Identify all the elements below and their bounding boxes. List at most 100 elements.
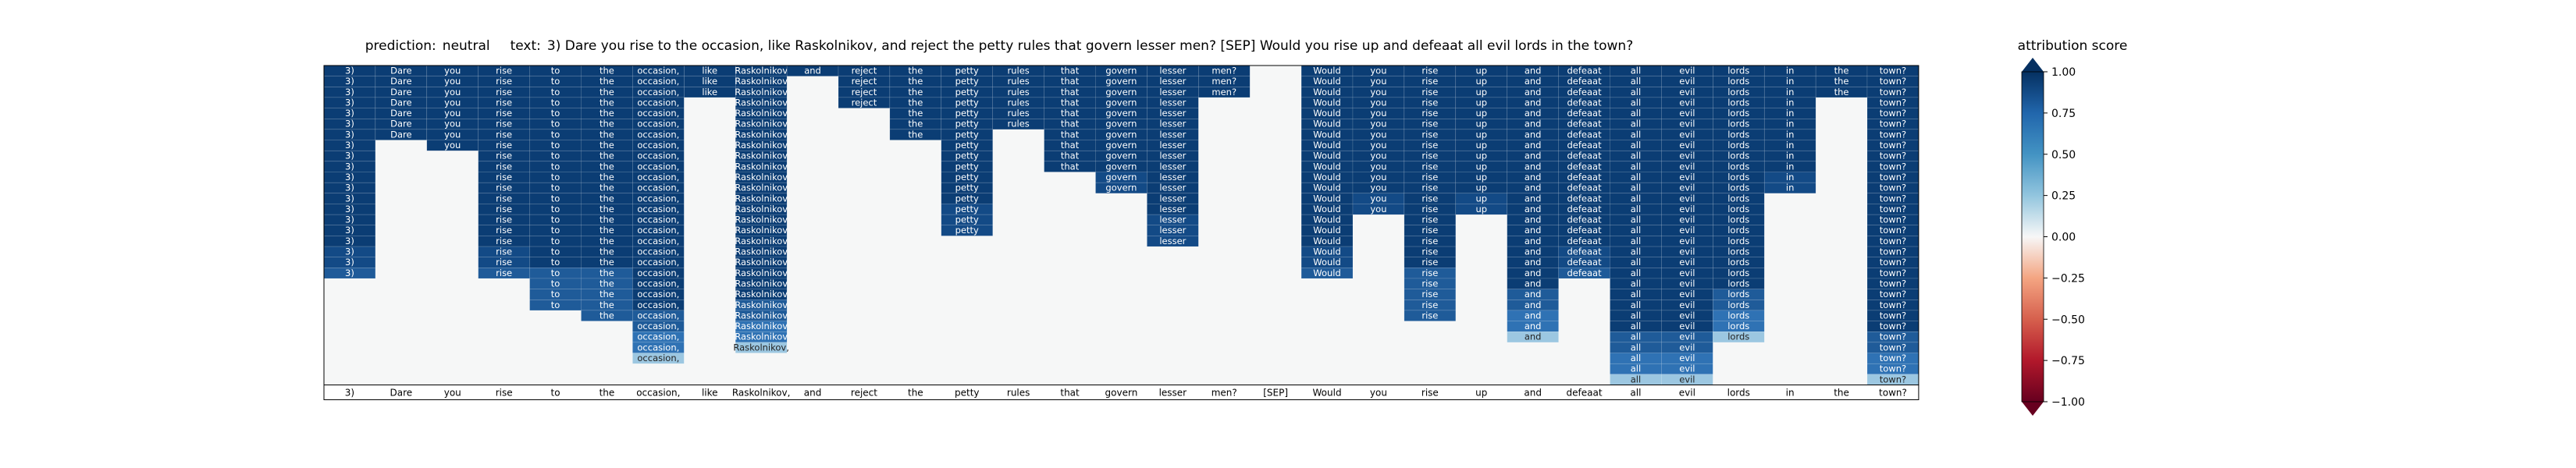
heatmap-cell-label: petty	[955, 97, 979, 108]
heatmap-cell-label: occasion,	[637, 289, 679, 300]
heatmap-cell-label: that	[1061, 97, 1080, 108]
heatmap-cell-label: Would	[1313, 97, 1341, 108]
heatmap-cell	[735, 182, 788, 194]
heatmap-cell-label: reject	[852, 65, 877, 76]
heatmap-cell-label: Raskolnikov	[735, 76, 788, 87]
heatmap-cell-label: occasion,	[637, 236, 679, 246]
heatmap-cell-label: govern	[1105, 129, 1137, 140]
heatmap-cell-label: and	[804, 65, 821, 76]
heatmap-cell-label: the	[600, 257, 614, 268]
heatmap-cell-label: lesser	[1159, 204, 1186, 214]
heatmap-cell-label: occasion,	[637, 204, 679, 214]
heatmap-cell-label: and	[1525, 140, 1542, 151]
heatmap-cell-label: rise	[1421, 172, 1438, 183]
heatmap-cell-label: in	[1786, 172, 1794, 183]
heatmap-cell-label: all	[1631, 65, 1641, 76]
x-tick-label: 3)	[345, 388, 354, 399]
heatmap-cell-label: occasion,	[637, 183, 679, 193]
heatmap-cell-label: rise	[1421, 97, 1438, 108]
heatmap-cell-label: you	[1370, 140, 1386, 151]
heatmap-cell-label: rise	[1421, 310, 1438, 321]
heatmap-cell-label: lords	[1727, 65, 1749, 76]
heatmap-cell-label: all	[1631, 342, 1641, 353]
heatmap-cell-label: the	[908, 65, 923, 76]
heatmap-cell-label: lords	[1727, 193, 1749, 204]
colorbar: 1.00 0.75 0.50 0.25 0.00 −0.25 −0.50 −0.75 −1.00	[2021, 58, 2085, 416]
heatmap-cell-label: 3)	[345, 246, 354, 257]
heatmap-cell-label: lords	[1727, 204, 1749, 214]
heatmap-cell-label: in	[1786, 97, 1794, 108]
heatmap-cell-label: evil	[1679, 225, 1695, 236]
heatmap-cell-label: occasion,	[637, 140, 679, 151]
heatmap-cell-label: rise	[1421, 119, 1438, 129]
heatmap-cell-label: to	[551, 161, 560, 172]
heatmap-cell-label: rise	[1421, 183, 1438, 193]
heatmap-cell	[1661, 182, 1713, 194]
heatmap-cell-label: evil	[1679, 214, 1695, 225]
heatmap-cell-label: that	[1061, 65, 1080, 76]
heatmap-cell-label: all	[1631, 310, 1641, 321]
heatmap-cell-label: evil	[1679, 140, 1695, 151]
heatmap-cell-label: rules	[1008, 76, 1030, 87]
heatmap-cell-label: 3)	[345, 225, 354, 236]
heatmap-cell-label: the	[600, 214, 614, 225]
heatmap-cell-label: Raskolnikov	[735, 87, 788, 98]
heatmap-cell-label: you	[444, 87, 461, 98]
heatmap-cell	[1300, 268, 1354, 279]
text-value: 3) Dare you rise to the occasion, like R…	[547, 38, 1633, 54]
heatmap-cell-label: and	[1525, 289, 1542, 300]
heatmap-cell-label: you	[1370, 108, 1386, 119]
heatmap-cell-label: lords	[1727, 332, 1749, 342]
heatmap-cell-label: you	[1370, 193, 1386, 204]
heatmap-cell-label: defeaat	[1567, 87, 1602, 98]
heatmap-cell-label: Raskolnikov	[735, 225, 788, 236]
heatmap-cell	[1147, 150, 1199, 162]
text-label: text:	[511, 38, 541, 54]
heatmap-cell-label: you	[1370, 151, 1386, 161]
heatmap-cell-label: and	[1525, 310, 1542, 321]
heatmap-cell-label: defeaat	[1567, 97, 1602, 108]
heatmap-cell-label: all	[1631, 321, 1641, 332]
heatmap-cell-label: and	[1525, 332, 1542, 342]
heatmap-cell-label: town?	[1880, 353, 1906, 363]
heatmap-cell-label: reject	[852, 97, 877, 108]
heatmap-cell-label: govern	[1105, 76, 1137, 87]
heatmap-cell-label: 3)	[345, 119, 354, 129]
heatmap-cell-label: town?	[1880, 257, 1906, 268]
colorbar-tick-label: 0.25	[2051, 190, 2076, 203]
heatmap-cell	[735, 97, 788, 108]
heatmap-cell-label: rise	[1421, 268, 1438, 278]
heatmap-cell-label: rise	[1421, 65, 1438, 76]
colorbar-tick-label: 0.75	[2051, 108, 2076, 120]
heatmap-cell-label: that	[1061, 140, 1080, 151]
heatmap-cell-label: lesser	[1159, 119, 1186, 129]
heatmap-cell-label: all	[1631, 140, 1641, 151]
heatmap-cell-label: in	[1786, 108, 1794, 119]
heatmap-cell-label: rise	[1421, 108, 1438, 119]
heatmap-cell-label: town?	[1880, 204, 1906, 214]
heatmap-cell-label: rise	[496, 129, 512, 140]
heatmap-cell-label: Dare	[390, 129, 411, 140]
heatmap-cell-label: rise	[1421, 214, 1438, 225]
heatmap-cell-label: Raskolnikov	[735, 172, 788, 183]
heatmap-cell-label: lords	[1727, 140, 1749, 151]
heatmap-cell-label: lords	[1727, 310, 1749, 321]
heatmap-cell-label: Would	[1313, 183, 1341, 193]
heatmap-cell-label: you	[1370, 76, 1386, 87]
heatmap-cell-label: occasion,	[637, 300, 679, 310]
heatmap: 3)3)3)3)3)3)3)3)3)3)3)3)3)3)3)3)3)3)3)3)…	[323, 65, 1920, 385]
heatmap-cell	[1763, 150, 1816, 162]
heatmap-cell-label: to	[551, 119, 560, 129]
heatmap-cell-label: in	[1786, 140, 1794, 151]
heatmap-cell-label: all	[1631, 214, 1641, 225]
heatmap-cell-label: lesser	[1159, 65, 1186, 76]
heatmap-cell-label: lords	[1727, 289, 1749, 300]
heatmap-cell-label: town?	[1880, 225, 1906, 236]
heatmap-cell-label: evil	[1679, 342, 1695, 353]
heatmap-cell-label: you	[444, 65, 461, 76]
heatmap-cell-label: defeaat	[1567, 214, 1602, 225]
heatmap-cell-label: that	[1061, 161, 1080, 172]
heatmap-cell-label: the	[600, 97, 614, 108]
heatmap-cell	[1763, 97, 1816, 108]
heatmap-cell-label: lords	[1727, 183, 1749, 193]
